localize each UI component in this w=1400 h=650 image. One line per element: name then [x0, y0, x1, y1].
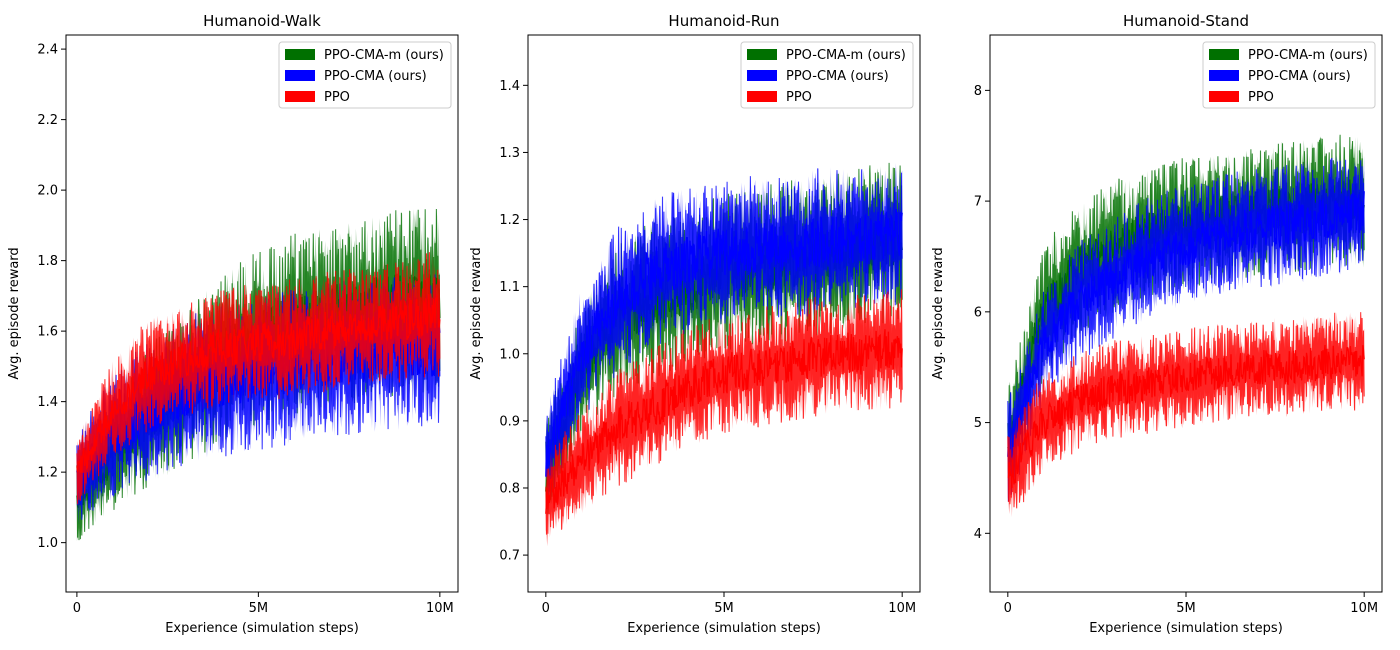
series-line	[545, 329, 903, 514]
y-tick-label: 7	[974, 195, 982, 210]
series-ppo	[1007, 312, 1365, 518]
legend-label: PPO-CMA (ours)	[786, 69, 889, 84]
legend-swatch	[747, 49, 777, 60]
legend-label: PPO	[1248, 90, 1274, 105]
y-axis-label: Avg. episode reward	[931, 247, 946, 379]
legend-swatch	[1209, 49, 1239, 60]
series-ppo-cma-ours	[545, 163, 903, 506]
y-axis-label: Avg. episode reward	[469, 247, 484, 379]
legend-swatch	[285, 49, 315, 60]
y-tick-label: 1.0	[37, 536, 58, 551]
y-tick-label: 1.4	[37, 395, 58, 410]
x-tick-label: 5M	[249, 601, 269, 616]
x-tick-label: 10M	[888, 601, 916, 616]
y-tick-label: 1.0	[499, 347, 520, 362]
x-tick-label: 10M	[1350, 601, 1378, 616]
series-line	[1007, 191, 1365, 469]
y-tick-label: 4	[974, 527, 982, 542]
y-tick-label: 1.2	[499, 213, 520, 228]
legend: PPO-CMA-m (ours) PPO-CMA (ours) PPO	[740, 41, 914, 109]
legend-swatch	[1209, 70, 1239, 81]
legend-label: PPO	[786, 90, 812, 105]
legend-label: PPO-CMA-m (ours)	[786, 48, 906, 63]
y-tick-label: 2.0	[37, 184, 58, 199]
legend-box	[740, 41, 914, 109]
y-tick-label: 1.3	[499, 146, 520, 161]
y-tick-label: 0.7	[499, 549, 520, 564]
y-tick-label: 1.2	[37, 466, 58, 481]
legend-swatch	[285, 70, 315, 81]
series-layer	[1007, 134, 1365, 518]
legend-swatch	[747, 91, 777, 102]
legend: PPO-CMA-m (ours) PPO-CMA (ours) PPO	[1202, 41, 1376, 109]
legend-box	[278, 41, 452, 109]
legend-label: PPO-CMA (ours)	[324, 69, 427, 84]
y-tick-label: 0.8	[499, 481, 520, 496]
y-tick-label: 1.8	[37, 254, 58, 269]
x-tick-label: 0	[1004, 601, 1012, 616]
x-tick-label: 0	[73, 601, 81, 616]
legend-label: PPO-CMA-m (ours)	[324, 48, 444, 63]
series-line	[545, 208, 903, 477]
series-ppo	[545, 288, 903, 547]
subplot-3: 0 5M 10M 4 5 6 7 8 Humanoid-Stand Experience (sim…	[931, 12, 1383, 636]
legend-swatch	[285, 91, 315, 102]
x-tick-label: 5M	[1176, 601, 1196, 616]
y-tick-label: 0.9	[499, 414, 520, 429]
legend-label: PPO-CMA (ours)	[1248, 69, 1351, 84]
subplot-1: 0 5M 10M 1.0 1.2 1.4 1.6 1.8 2.0 2.2 2.4 Humanoid-W…	[7, 12, 459, 636]
series-line	[1007, 344, 1365, 489]
y-tick-label: 6	[974, 305, 982, 320]
subplot-2: 0 5M 10M 0.7 0.8 0.9 1.0 1.1 1.2 1.3 1.4 Humanoid-R…	[469, 12, 921, 636]
chart-title: Humanoid-Walk	[203, 12, 321, 30]
legend-label: PPO-CMA-m (ours)	[1248, 48, 1368, 63]
y-axis-label: Avg. episode reward	[7, 247, 22, 379]
y-tick-label: 1.1	[499, 280, 520, 295]
legend-box	[1202, 41, 1376, 109]
series-line	[76, 294, 441, 473]
y-tick-label: 2.2	[37, 113, 58, 128]
series-ppo-cma-ours	[1007, 155, 1365, 502]
x-axis-label: Experience (simulation steps)	[165, 621, 359, 636]
series-ppo	[76, 252, 441, 505]
y-tick-label: 5	[974, 416, 982, 431]
legend: PPO-CMA-m (ours) PPO-CMA (ours) PPO	[278, 41, 452, 109]
chart-title: Humanoid-Run	[668, 12, 779, 30]
series-layer	[76, 208, 441, 541]
legend-label: PPO	[324, 90, 350, 105]
legend-swatch	[747, 70, 777, 81]
series-layer	[545, 162, 903, 547]
chart-title: Humanoid-Stand	[1123, 12, 1249, 30]
y-tick-label: 8	[974, 84, 982, 99]
x-tick-label: 0	[542, 601, 550, 616]
x-tick-label: 5M	[714, 601, 734, 616]
x-axis-label: Experience (simulation steps)	[627, 621, 821, 636]
y-tick-label: 1.6	[37, 325, 58, 340]
y-tick-label: 1.4	[499, 79, 520, 94]
legend-swatch	[1209, 91, 1239, 102]
y-tick-label: 2.4	[37, 43, 58, 58]
x-axis-label: Experience (simulation steps)	[1089, 621, 1283, 636]
x-tick-label: 10M	[426, 601, 454, 616]
axes-frame	[65, 34, 459, 593]
